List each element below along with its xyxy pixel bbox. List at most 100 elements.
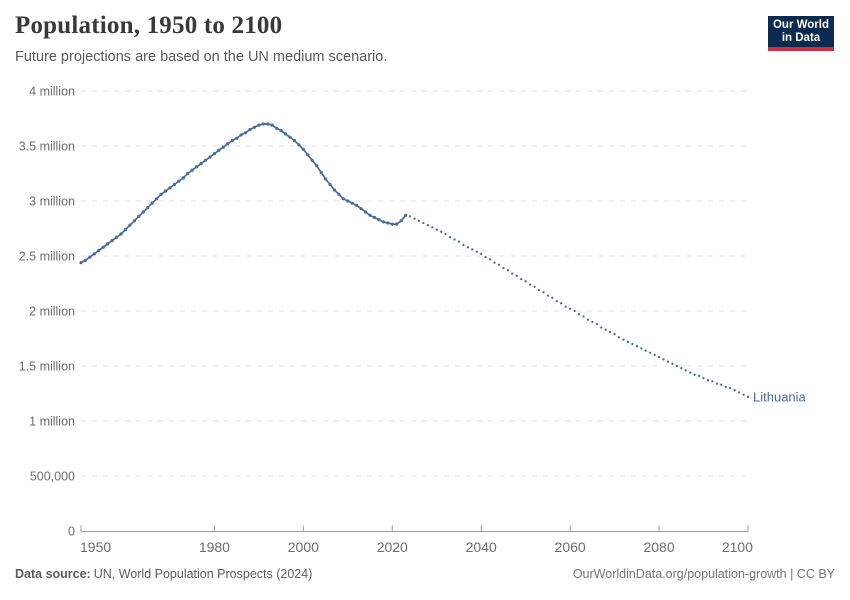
- projection-dot: [693, 373, 696, 376]
- projection-dot: [657, 356, 661, 359]
- data-point-marker: [243, 131, 248, 135]
- projection-dot: [444, 232, 447, 236]
- projection-dot: [426, 224, 429, 227]
- owid-logo-line1: Our World: [772, 18, 829, 31]
- projection-dot: [462, 243, 465, 247]
- x-axis-label: 1950: [80, 539, 111, 555]
- owid-logo[interactable]: Our World in Data: [768, 16, 834, 51]
- projection-dot: [564, 305, 567, 308]
- data-point-marker: [203, 158, 208, 162]
- x-axis-label: 2020: [377, 539, 408, 555]
- data-point-marker: [324, 177, 328, 181]
- projection-dot: [502, 266, 505, 270]
- projection-dot: [626, 340, 630, 343]
- data-point-marker: [150, 201, 154, 205]
- projection-dot: [729, 386, 732, 390]
- data-point-marker: [128, 223, 132, 227]
- chart-subtitle: Future projections are based on the UN m…: [15, 49, 388, 65]
- data-point-marker: [119, 232, 123, 236]
- data-point-marker: [226, 142, 230, 146]
- projection-dot: [662, 358, 665, 361]
- data-point-marker: [88, 255, 92, 259]
- data-point-marker: [252, 125, 256, 129]
- projection-dot: [724, 385, 727, 389]
- owid-logo-line2: in Data: [781, 31, 821, 44]
- projection-dot: [480, 252, 483, 255]
- data-point-marker: [279, 129, 283, 133]
- data-point-marker: [288, 135, 292, 139]
- projection-dot: [497, 263, 501, 266]
- data-point-marker: [275, 126, 279, 130]
- data-point-marker: [190, 168, 194, 172]
- y-axis-label: 3 million: [29, 195, 75, 209]
- projection-dot: [506, 269, 510, 272]
- data-point-marker: [186, 171, 190, 176]
- data-point-marker: [172, 182, 176, 187]
- projection-dot: [746, 395, 750, 398]
- projection-dot: [493, 261, 496, 264]
- projection-dot: [715, 382, 719, 385]
- projection-dot: [533, 285, 536, 288]
- entity-label[interactable]: Lithuania: [753, 389, 807, 404]
- data-point-marker: [261, 122, 265, 126]
- data-point-marker: [235, 136, 239, 140]
- data-point-marker: [350, 201, 354, 205]
- data-point-marker: [301, 147, 305, 151]
- projection-dot: [582, 315, 585, 318]
- projection-dot: [431, 226, 434, 229]
- projection-dot: [666, 360, 670, 363]
- series-projection[interactable]: [404, 214, 750, 398]
- data-point-marker: [372, 215, 377, 220]
- data-point-marker: [163, 189, 168, 193]
- footer-citation-link[interactable]: OurWorldinData.org/population-growth | C…: [572, 567, 835, 581]
- projection-dot: [524, 280, 527, 283]
- data-point-marker: [101, 245, 105, 249]
- projection-dot: [706, 379, 710, 382]
- data-point-marker: [337, 192, 341, 196]
- data-point-marker: [315, 164, 319, 168]
- data-point-marker: [283, 132, 288, 136]
- data-source-value: UN, World Population Prospects (2024): [93, 567, 313, 581]
- projection-dot: [546, 294, 550, 297]
- projection-dot: [649, 351, 652, 354]
- data-point-marker: [239, 133, 243, 137]
- projection-dot: [537, 288, 541, 292]
- data-point-marker: [212, 152, 216, 156]
- projection-dot: [684, 369, 687, 372]
- projection-dot: [448, 236, 452, 239]
- data-point-marker: [310, 158, 314, 162]
- y-axis-label: 0: [68, 525, 75, 539]
- x-axis-label: 2060: [555, 539, 586, 555]
- estimates-line[interactable]: [80, 123, 407, 264]
- projection-dot: [560, 302, 563, 305]
- projection-dot: [671, 362, 674, 365]
- y-axis-label: 3.5 million: [19, 140, 75, 154]
- data-point-marker: [115, 235, 119, 239]
- projection-dot: [435, 228, 438, 231]
- data-point-marker: [208, 155, 212, 159]
- projection-dot: [697, 374, 701, 378]
- data-point-marker: [328, 182, 332, 187]
- projection-dot: [555, 299, 558, 303]
- data-point-marker: [306, 153, 310, 157]
- projection-dot: [528, 283, 532, 286]
- projection-dot: [742, 393, 745, 396]
- projection-dot: [733, 389, 736, 392]
- data-point-marker: [346, 199, 350, 203]
- data-point-marker: [364, 210, 368, 214]
- y-axis-label: 1.5 million: [19, 360, 75, 374]
- x-axis-label: 2040: [466, 539, 497, 555]
- series-estimates[interactable]: [79, 122, 408, 265]
- projection-dot: [488, 258, 492, 261]
- data-point-marker: [386, 221, 390, 225]
- chart-footer: Data source: UN, World Population Prospec…: [15, 567, 835, 581]
- data-point-marker: [248, 127, 252, 132]
- projection-dot: [542, 291, 545, 294]
- data-point-marker: [159, 192, 163, 196]
- data-point-marker: [221, 145, 225, 149]
- projection-dot: [413, 217, 416, 220]
- projection-dot: [680, 367, 683, 370]
- projection-dot: [737, 391, 741, 394]
- projection-dot: [475, 250, 478, 253]
